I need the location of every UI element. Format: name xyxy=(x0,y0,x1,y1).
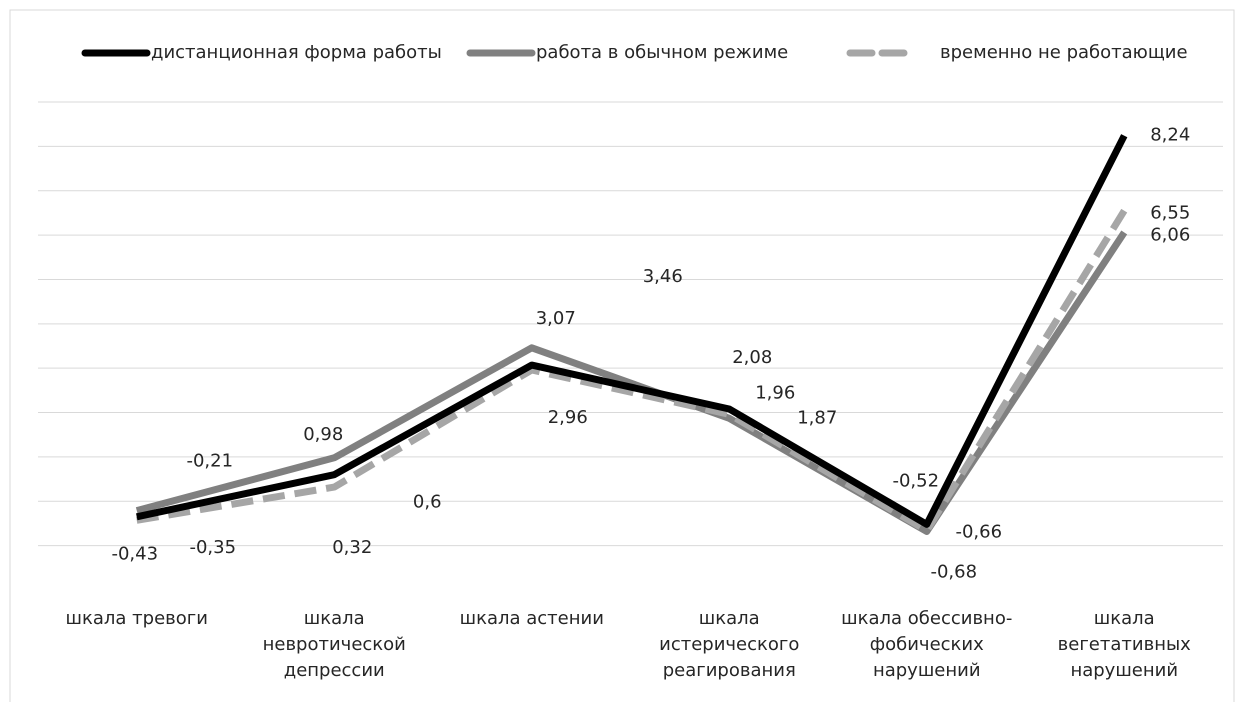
data-label: 2,08 xyxy=(732,347,772,368)
x-tick-label: шкала невротической депрессии xyxy=(262,608,406,681)
data-label: -0,21 xyxy=(186,451,233,472)
legend-label: работа в обычном режиме xyxy=(536,42,788,63)
data-label: 0,98 xyxy=(303,424,343,445)
legend-label: временно не работающие xyxy=(940,42,1188,63)
x-tick-label: шкала истерического реагирования xyxy=(659,608,800,681)
series-line xyxy=(136,134,1128,528)
data-label: 3,46 xyxy=(643,266,683,287)
data-label: 2,96 xyxy=(548,407,588,428)
data-label: -0,68 xyxy=(930,561,977,582)
data-label: 6,55 xyxy=(1150,203,1190,224)
data-label: 6,06 xyxy=(1150,224,1190,245)
data-label: -0,66 xyxy=(955,522,1002,543)
legend-label: дистанционная форма работы xyxy=(151,42,442,63)
x-tick-label: шкала обессивно-фобических нарушений xyxy=(841,608,1013,681)
data-label: 1,87 xyxy=(797,407,837,428)
data-label: 1,96 xyxy=(755,382,795,403)
data-label: -0,43 xyxy=(111,543,158,564)
data-label: -0,35 xyxy=(189,537,236,558)
x-tick-label: шкала тревоги xyxy=(65,608,208,629)
data-label: -0,52 xyxy=(892,470,939,491)
series-line xyxy=(136,208,1128,535)
x-tick-label: шкала вегетативных нарушений xyxy=(1057,608,1191,681)
x-tick-label: шкала астении xyxy=(459,608,604,629)
data-label: 3,07 xyxy=(536,308,576,329)
chart-border xyxy=(9,9,1235,702)
data-label: 0,6 xyxy=(413,492,442,513)
series-line xyxy=(135,230,1128,535)
data-label: 8,24 xyxy=(1150,125,1190,146)
data-label: 0,32 xyxy=(332,537,372,558)
